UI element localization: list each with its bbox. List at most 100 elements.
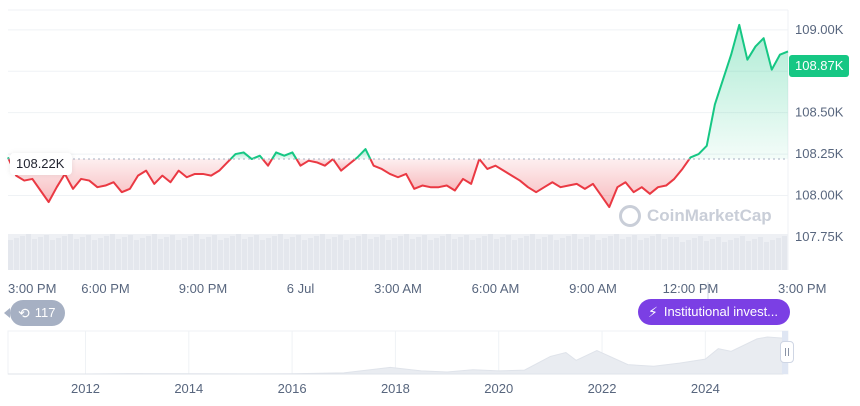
volume-bar	[692, 238, 697, 270]
volume-bar	[674, 237, 679, 270]
volume-bar	[224, 238, 229, 270]
volume-bar	[560, 238, 565, 270]
price-line-up	[688, 23, 789, 160]
price-line-up	[354, 148, 372, 160]
volume-bar	[764, 242, 769, 270]
volume-bar	[206, 237, 211, 270]
navigator-year-label: 2018	[381, 381, 410, 396]
volume-bar	[488, 234, 493, 270]
price-line-down	[261, 158, 273, 167]
volume-bar	[218, 240, 223, 270]
volume-bar	[62, 236, 67, 270]
volume-bar	[56, 238, 61, 270]
volume-bar	[572, 234, 577, 270]
volume-bar	[704, 241, 709, 270]
area-below-baseline	[479, 159, 690, 208]
volume-bar	[146, 236, 151, 270]
volume-bar	[326, 239, 331, 270]
volume-bar	[182, 238, 187, 270]
volume-bar	[80, 237, 85, 270]
volume-bar	[590, 235, 595, 270]
volume-bar	[404, 234, 409, 270]
volume-bar	[422, 235, 427, 270]
volume-bar	[566, 236, 571, 270]
volume-bar	[122, 237, 127, 270]
events-count: 117	[34, 305, 56, 320]
price-line-down	[478, 158, 691, 209]
x-tick-label: 9:00 PM	[179, 281, 227, 296]
current-price-label: 108.87K	[789, 55, 850, 77]
y-tick-label: 108.50K	[795, 105, 844, 120]
volume-bar	[50, 240, 55, 270]
volume-bar	[350, 238, 355, 270]
volume-bar	[662, 239, 667, 270]
navigator-drag-handle[interactable]	[780, 341, 794, 363]
price-line-up	[229, 151, 264, 161]
volume-bar	[686, 240, 691, 270]
volume-bar	[614, 234, 619, 270]
volume-bar	[638, 240, 643, 270]
volume-bar	[554, 240, 559, 270]
watermark-text: CoinMarketCap	[647, 206, 772, 225]
volume-bar	[620, 239, 625, 270]
volume-bar	[152, 234, 157, 270]
volume-bar	[530, 234, 535, 270]
volume-bar	[164, 237, 169, 270]
volume-bar	[212, 235, 217, 270]
volume-bar	[68, 234, 73, 270]
coinmarketcap-watermark: CoinMarketCap	[619, 205, 772, 227]
news-event-button[interactable]: ⚡︎ Institutional invest...	[638, 299, 791, 325]
volume-bar	[680, 242, 685, 270]
volume-bar	[752, 239, 757, 270]
x-tick-label: 3:00 AM	[374, 281, 422, 296]
volume-bar	[230, 236, 235, 270]
volume-bar	[512, 240, 517, 270]
volume-bar	[20, 236, 25, 270]
area-below-baseline	[370, 159, 480, 191]
area-below-baseline	[296, 159, 333, 166]
x-tick-label: 6 Jul	[287, 281, 315, 296]
volume-bar	[374, 237, 379, 270]
volume-bar	[758, 237, 763, 270]
volume-bar	[410, 239, 415, 270]
navigator-area	[8, 336, 784, 375]
price-line-down	[7, 158, 232, 204]
volume-bar	[494, 239, 499, 270]
volume-bar	[176, 240, 181, 270]
volume-bar	[602, 238, 607, 270]
lightning-icon: ⚡︎	[648, 304, 658, 320]
volume-bar	[464, 235, 469, 270]
volume-bar	[314, 236, 319, 270]
price-line-down	[369, 158, 481, 192]
news-event-label: Institutional invest...	[663, 304, 779, 319]
y-tick-label: 108.25K	[795, 146, 844, 161]
volume-bar	[14, 238, 19, 270]
volume-bar	[650, 236, 655, 270]
y-tick-label: 109.00K	[795, 22, 844, 37]
area-above-baseline	[689, 24, 788, 160]
history-icon: ⟲	[18, 305, 30, 321]
volume-bar	[740, 236, 745, 270]
volume-bar	[584, 237, 589, 270]
navigator-year-label: 2020	[484, 381, 513, 396]
volume-bar	[728, 240, 733, 270]
volume-bar	[356, 236, 361, 270]
x-tick-label: 12:00 PM	[663, 281, 719, 296]
volume-bar	[506, 235, 511, 270]
volume-bar	[86, 235, 91, 270]
volume-bar	[284, 239, 289, 270]
volume-bar	[320, 234, 325, 270]
events-count-button[interactable]: ⟲ 117	[3, 300, 66, 326]
volume-bar	[338, 235, 343, 270]
volume-bar	[296, 235, 301, 270]
y-tick-label: 108.00K	[795, 187, 844, 202]
volume-bar	[734, 238, 739, 270]
volume-bar	[362, 234, 367, 270]
volume-bar	[236, 234, 241, 270]
volume-bar	[716, 237, 721, 270]
volume-bar	[38, 237, 43, 270]
navigator-year-label: 2012	[71, 381, 100, 396]
volume-bar	[8, 240, 13, 270]
handle-grip-left	[785, 348, 786, 356]
